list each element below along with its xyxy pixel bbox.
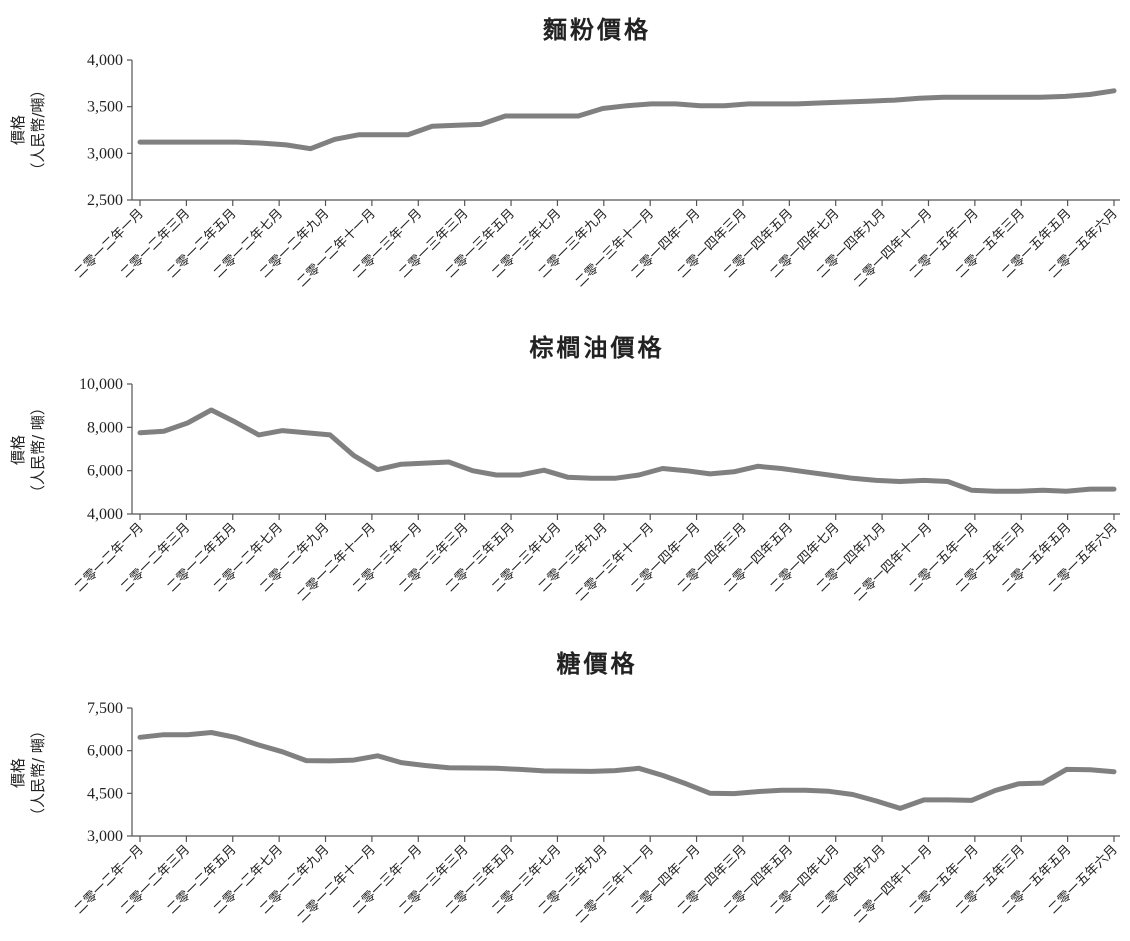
y-tick-label: 6,000 <box>87 743 123 760</box>
y-axis-label-line1: 價格 <box>9 115 27 145</box>
y-tick-label: 4,500 <box>87 785 123 802</box>
x-tick-label: 二零一三年十一月 <box>573 206 657 290</box>
y-tick-label: 4,000 <box>87 52 123 69</box>
chart-title: 糖價格 <box>557 650 638 678</box>
y-tick-label: 6,000 <box>87 463 123 480</box>
y-axis-label-line1: 價格 <box>9 758 27 788</box>
x-tick-label: 二零一二年十一月 <box>295 206 379 290</box>
x-tick-label: 二零一四年十一月 <box>851 520 935 604</box>
price-series-line <box>137 407 1117 494</box>
sugar-price-chart: 糖價格 價格 （人民幣/ 噸） 3,000 4,500 6,000 7,500 二零一二… <box>9 650 1121 926</box>
y-tick-label: 3,000 <box>87 828 123 845</box>
y-axis-label-line2: （人民幣/ 噸） <box>29 723 47 823</box>
y-axis-label-line2: （人民幣/噸） <box>29 82 47 177</box>
y-tick-label: 2,500 <box>87 192 123 209</box>
y-tick-label: 10,000 <box>79 376 123 393</box>
y-tick-label: 3,000 <box>87 145 123 162</box>
x-tick-label: 二零一四年十一月 <box>851 842 935 926</box>
y-tick-label: 4,000 <box>87 506 123 523</box>
x-tick-label: 二零一三年十一月 <box>573 842 657 926</box>
x-tick-label: 二零一三年十一月 <box>573 520 657 604</box>
y-axis-label-line2: （人民幣/ 噸） <box>29 400 47 500</box>
flour-price-chart: 麵粉價格 價格 （人民幣/噸） 2,500 3,000 3,500 4,000 二零一二… <box>9 16 1121 290</box>
y-axis-label-line1: 價格 <box>9 435 27 465</box>
price-series-line <box>137 88 1117 152</box>
y-tick-label: 3,500 <box>87 99 123 116</box>
chart-title: 棕櫚油價格 <box>530 334 665 362</box>
y-tick-label: 8,000 <box>87 419 123 436</box>
chart-title: 麵粉價格 <box>542 16 651 44</box>
y-tick-label: 7,500 <box>87 700 123 717</box>
palm-oil-price-chart: 棕櫚油價格 價格 （人民幣/ 噸） 4,000 6,000 8,000 10,000 二… <box>9 334 1121 604</box>
x-tick-label: 二零一四年十一月 <box>851 206 935 290</box>
x-tick-label: 二零一二年十一月 <box>295 842 379 926</box>
price-series-line <box>137 730 1117 811</box>
x-tick-label: 二零一二年十一月 <box>295 520 379 604</box>
